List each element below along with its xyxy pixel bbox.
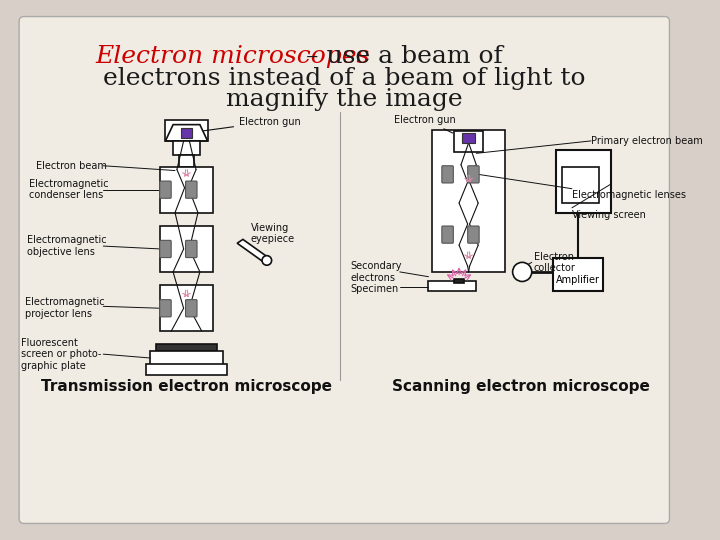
Text: Electron beam: Electron beam <box>36 161 107 171</box>
Text: Electron
collector: Electron collector <box>534 252 575 273</box>
Bar <box>181 127 192 138</box>
Text: Electromagnetic
objective lens: Electromagnetic objective lens <box>27 235 107 257</box>
Bar <box>160 167 213 213</box>
FancyBboxPatch shape <box>160 240 171 258</box>
Text: Electromagnetic
condenser lens: Electromagnetic condenser lens <box>29 179 108 200</box>
Text: Transmission electron microscope: Transmission electron microscope <box>41 379 332 394</box>
Text: Primary electron beam: Primary electron beam <box>591 136 703 146</box>
Text: Viewing
eyepiece: Viewing eyepiece <box>251 223 294 245</box>
Bar <box>179 155 194 167</box>
Polygon shape <box>166 125 207 141</box>
Bar <box>454 131 483 152</box>
Text: Viewing screen: Viewing screen <box>572 210 646 220</box>
Text: magnify the image: magnify the image <box>226 88 463 111</box>
FancyBboxPatch shape <box>442 226 454 243</box>
Bar <box>160 285 213 331</box>
FancyBboxPatch shape <box>186 300 197 317</box>
Polygon shape <box>237 239 270 262</box>
Bar <box>150 352 222 366</box>
Text: Electron gun: Electron gun <box>202 117 301 131</box>
Bar <box>462 133 475 143</box>
Text: Scanning electron microscope: Scanning electron microscope <box>392 379 650 394</box>
FancyBboxPatch shape <box>186 181 197 198</box>
Bar <box>160 226 213 272</box>
Bar <box>146 364 227 375</box>
Circle shape <box>262 255 271 265</box>
FancyBboxPatch shape <box>186 240 197 258</box>
FancyBboxPatch shape <box>468 226 479 243</box>
Bar <box>173 141 200 155</box>
Text: Electromagnetic
projector lens: Electromagnetic projector lens <box>25 298 104 319</box>
FancyBboxPatch shape <box>442 166 454 183</box>
Text: Secondary
electrons: Secondary electrons <box>350 261 402 283</box>
Bar <box>454 279 464 284</box>
FancyBboxPatch shape <box>468 166 479 183</box>
Bar <box>556 151 611 213</box>
Text: Fluorescent
screen or photo-
graphic plate: Fluorescent screen or photo- graphic pla… <box>21 338 102 371</box>
Bar <box>428 281 476 291</box>
Text: – use a beam of: – use a beam of <box>298 45 503 68</box>
Bar <box>156 343 217 352</box>
FancyBboxPatch shape <box>160 181 171 198</box>
Text: Electron microscopes: Electron microscopes <box>96 45 370 68</box>
Text: Specimen: Specimen <box>350 284 398 294</box>
Bar <box>432 130 505 272</box>
Text: Electromagnetic lenses: Electromagnetic lenses <box>572 191 686 200</box>
Bar <box>166 120 207 141</box>
Bar <box>516 267 522 276</box>
Bar <box>562 167 599 203</box>
FancyBboxPatch shape <box>19 17 670 523</box>
Circle shape <box>513 262 532 281</box>
Text: Amplifier: Amplifier <box>556 274 600 285</box>
Bar <box>553 258 603 291</box>
FancyBboxPatch shape <box>160 300 171 317</box>
Text: electrons instead of a beam of light to: electrons instead of a beam of light to <box>103 67 585 90</box>
Text: Electron gun: Electron gun <box>394 115 456 133</box>
